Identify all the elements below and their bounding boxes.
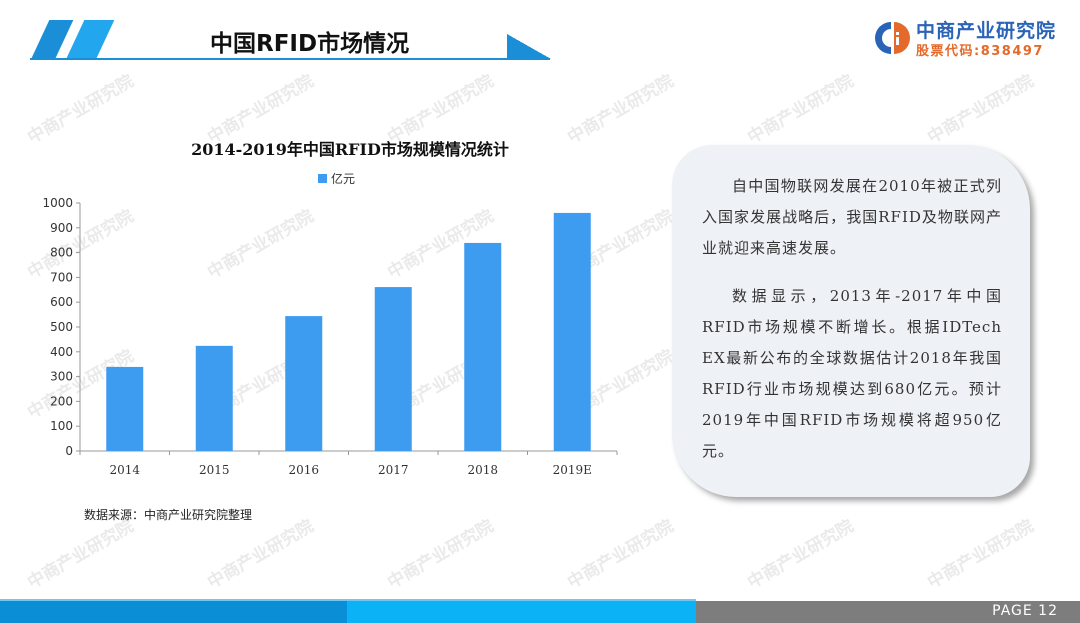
watermark: 中商产业研究院 [744,71,858,149]
description-paragraph-2: 数据显示，2013年-2017年中国RFID市场规模不断增长。根据IDTech … [702,287,1002,460]
x-tick-label: 2016 [288,463,319,477]
stock-code: 股票代码:838497 [916,44,1044,59]
bar [374,287,412,451]
footer-bar-segment [696,601,1080,623]
bar-chart: 0 100 200 300 400 500 600 700 800 900 1000 2014 2015… [42,196,618,477]
description-paragraph-1: 自中国物联网发展在2010年被正式列入国家发展战略后，我国RFID及物联网产业就… [702,177,1002,257]
footer-accent-line [0,599,696,601]
chart-legend: 亿元 [318,170,355,187]
y-tick-label: 100 [50,419,73,433]
legend-swatch [318,174,327,183]
watermark: 中商产业研究院 [924,516,1038,594]
bar [106,366,144,451]
header-stripe-decoration [30,20,74,60]
company-name: 中商产业研究院 [916,20,1057,42]
y-tick-label: 400 [50,345,73,359]
header-stripe-decoration [65,20,115,60]
legend-label: 亿元 [331,172,356,186]
bar [285,316,323,451]
y-tick-label: 200 [50,394,73,408]
x-tick-label: 2014 [109,463,140,477]
y-tick-label: 900 [50,221,73,235]
bar [553,212,591,451]
chart-title: 2014-2019年中国RFID市场规模情况统计 [191,140,509,159]
watermark: 中商产业研究院 [24,71,138,149]
zhongshang-logo-icon [875,22,910,54]
footer-bar-segment [347,601,696,623]
x-tick-label: 2015 [199,463,230,477]
y-tick-label: 0 [65,444,73,458]
description-card: 自中国物联网发展在2010年被正式列入国家发展战略后，我国RFID及物联网产业就… [672,145,1030,497]
company-logo: 中商产业研究院 股票代码:838497 [872,14,1072,60]
y-tick-label: 600 [50,295,73,309]
watermark: 中商产业研究院 [204,516,318,594]
x-tick-label: 2017 [378,463,409,477]
watermark: 中商产业研究院 [24,516,138,594]
watermark: 中商产业研究院 [564,516,678,594]
header-triangle-decoration [507,34,551,59]
x-tick-label: 2019E [553,463,592,477]
y-tick-label: 1000 [42,196,73,210]
watermark: 中商产业研究院 [384,516,498,594]
y-tick-label: 300 [50,370,73,384]
y-tick-label: 500 [50,320,73,334]
y-tick-label: 700 [50,270,73,284]
y-tick-label: 800 [50,246,73,260]
footer-bar-segment [0,601,347,623]
bar [195,345,233,451]
page-number: PAGE 12 [992,603,1058,619]
header-underline [30,58,550,60]
data-source-note: 数据来源：中商产业研究院整理 [84,508,253,522]
bar [464,242,502,451]
watermark: 中商产业研究院 [564,71,678,149]
page-title: 中国RFID市场情况 [210,31,410,57]
watermark: 中商产业研究院 [744,516,858,594]
x-tick-label: 2018 [467,463,498,477]
watermark: 中商产业研究院 [924,71,1038,149]
